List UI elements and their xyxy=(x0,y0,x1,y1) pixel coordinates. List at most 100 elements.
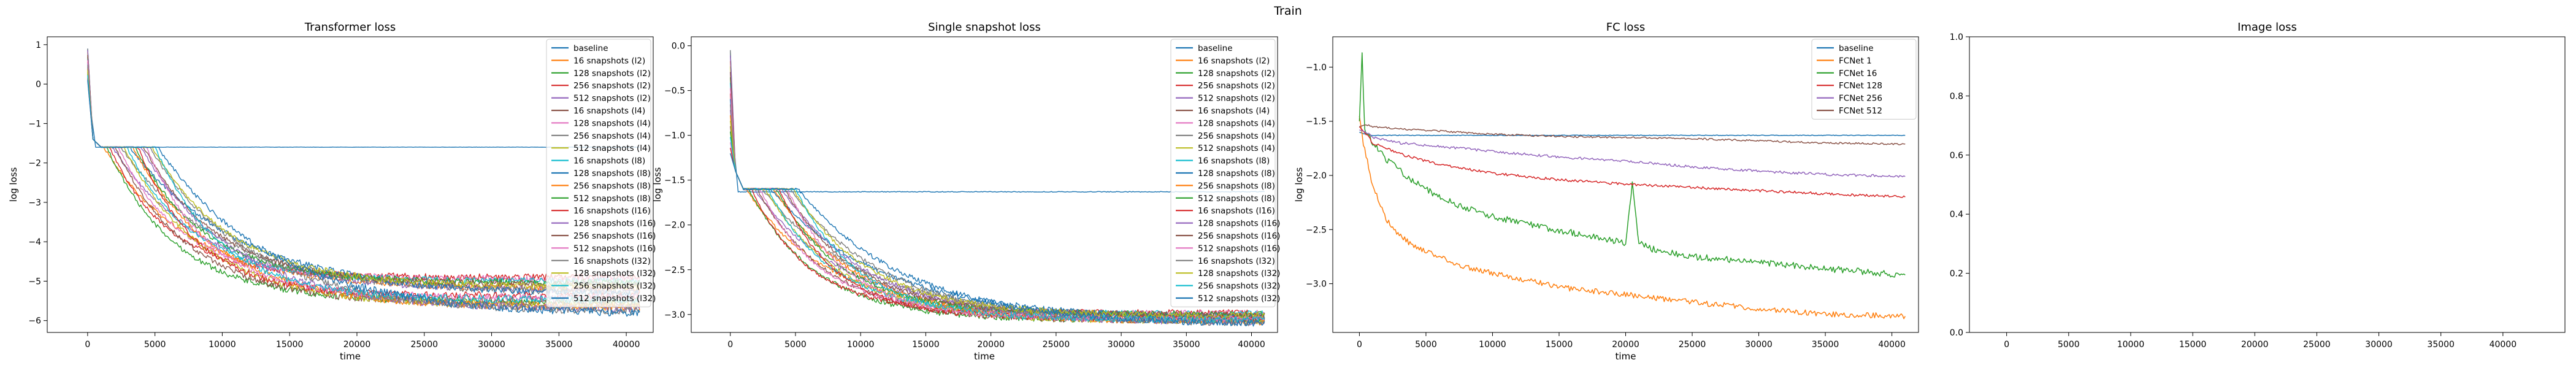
x-tick-label: 0 xyxy=(2004,340,2009,350)
legend-entry: 16 snapshots (l8) xyxy=(1198,156,1270,166)
series-line xyxy=(730,153,1265,327)
y-tick-label: 0.0 xyxy=(672,42,685,52)
y-tick-label: −3.0 xyxy=(664,310,685,320)
legend-entry: 16 snapshots (l16) xyxy=(1198,206,1275,216)
x-tick-label: 40000 xyxy=(2490,340,2517,350)
y-tick-label: −2.5 xyxy=(664,266,685,275)
legend-box xyxy=(546,39,651,307)
legend-entry: FCNet 512 xyxy=(1839,106,1882,116)
legend-entry: 128 snapshots (l4) xyxy=(1198,118,1275,128)
axes-frame xyxy=(1969,36,2566,333)
x-tick-label: 10000 xyxy=(847,340,875,350)
legend-entry: 512 snapshots (l4) xyxy=(1198,144,1275,153)
y-tick-label: −0.5 xyxy=(664,86,685,96)
legend-entry: 128 snapshots (l32) xyxy=(573,269,656,278)
legend-entry: 256 snapshots (l32) xyxy=(573,282,656,291)
legend-entry: 16 snapshots (l32) xyxy=(573,256,651,266)
legend-entry: 256 snapshots (l2) xyxy=(1198,81,1275,91)
x-tick-label: 5000 xyxy=(1415,340,1437,350)
series-line xyxy=(1359,115,1906,320)
legend: baseline 16 snapshots (l2) 128 snapshots (… xyxy=(1170,39,1280,307)
x-tick-label: 15000 xyxy=(1546,340,1573,350)
legend-entry: 512 snapshots (l32) xyxy=(1198,294,1280,304)
subplot-4: 0 5000 10000 15000 20000 25000 30000 35000 40000… xyxy=(1950,21,2566,350)
legend-entry: 512 snapshots (l16) xyxy=(1198,243,1280,253)
legend-entry: 16 snapshots (l32) xyxy=(1198,256,1275,266)
subplot-1: 0 5000 10000 15000 20000 25000 30000 35000 40000… xyxy=(8,21,656,362)
series-line xyxy=(1359,131,1906,136)
y-tick-label: −6 xyxy=(28,316,41,326)
legend-entry: 128 snapshots (l8) xyxy=(573,169,651,178)
legend-entry: 512 snapshots (l2) xyxy=(1198,94,1275,104)
x-tick-label: 20000 xyxy=(977,340,1005,350)
legend-entry: 128 snapshots (l8) xyxy=(1198,169,1275,178)
legend: baseline 16 snapshots (l2) 128 snapshots (… xyxy=(546,39,656,307)
x-tick-label: 15000 xyxy=(276,340,304,350)
y-tick-label: 0.6 xyxy=(1950,151,1963,161)
legend-entry: FCNet 1 xyxy=(1839,56,1872,66)
y-tick-label: 0.4 xyxy=(1950,210,1963,220)
x-tick-label: 25000 xyxy=(2303,340,2331,350)
legend-entry: 512 snapshots (l8) xyxy=(1198,194,1275,204)
subplot-3: 0 5000 10000 15000 20000 25000 30000 35000 40000… xyxy=(1294,21,1919,362)
legend-entry: FCNet 16 xyxy=(1839,69,1877,79)
y-tick-label: −3.0 xyxy=(1306,280,1327,289)
x-tick-label: 15000 xyxy=(2179,340,2207,350)
legend-entry: 512 snapshots (l2) xyxy=(573,94,651,104)
y-tick-label: −2.5 xyxy=(1306,225,1327,235)
x-tick-label: 20000 xyxy=(343,340,371,350)
subplot-2: 0 5000 10000 15000 20000 25000 30000 35000 40000… xyxy=(652,21,1280,362)
legend-entry: 256 snapshots (l2) xyxy=(573,81,651,91)
x-tick-label: 35000 xyxy=(1173,340,1200,350)
x-tick-label: 35000 xyxy=(1812,340,1839,350)
y-tick-label: 0.0 xyxy=(1950,328,1963,338)
x-tick-label: 40000 xyxy=(1238,340,1265,350)
x-axis-label: time xyxy=(974,351,995,362)
x-tick-label: 25000 xyxy=(1679,340,1706,350)
y-tick-label: −5 xyxy=(28,277,41,286)
x-tick-label: 5000 xyxy=(2058,340,2080,350)
series-line xyxy=(87,50,640,313)
x-tick-label: 30000 xyxy=(2365,340,2393,350)
x-tick-label: 40000 xyxy=(1878,340,1906,350)
x-tick-label: 0 xyxy=(727,340,733,350)
legend-entry: 16 snapshots (l8) xyxy=(573,156,645,166)
x-tick-label: 15000 xyxy=(912,340,940,350)
y-tick-label: −4 xyxy=(28,237,41,247)
series-line xyxy=(730,88,1265,323)
y-tick-label: 0.2 xyxy=(1950,269,1963,279)
legend-entry: FCNet 256 xyxy=(1839,94,1882,104)
series-line xyxy=(1359,126,1906,198)
subplot-title: Single snapshot loss xyxy=(928,21,1041,34)
x-tick-label: 30000 xyxy=(1108,340,1135,350)
y-tick-label: 1.0 xyxy=(1950,33,1963,42)
legend-entry: FCNet 128 xyxy=(1839,81,1882,91)
legend-entry: 128 snapshots (l4) xyxy=(573,118,651,128)
x-tick-label: 30000 xyxy=(478,340,505,350)
axes-frame xyxy=(47,36,654,333)
axes-frame xyxy=(691,36,1278,333)
legend-entry: baseline xyxy=(1198,44,1233,53)
y-tick-label: −2.0 xyxy=(664,221,685,231)
x-tick-label: 10000 xyxy=(1479,340,1506,350)
y-tick-label: −1.5 xyxy=(1306,117,1327,127)
x-tick-label: 40000 xyxy=(613,340,640,350)
legend-entry: 256 snapshots (l8) xyxy=(573,181,651,191)
y-tick-label: −1 xyxy=(28,119,41,129)
x-tick-label: 20000 xyxy=(1612,340,1639,350)
x-tick-label: 5000 xyxy=(784,340,807,350)
legend-entry: 16 snapshots (l4) xyxy=(573,106,645,116)
series-line xyxy=(730,104,1265,326)
x-tick-label: 30000 xyxy=(1745,340,1773,350)
legend-entry: 256 snapshots (l8) xyxy=(1198,181,1275,191)
legend-entry: 512 snapshots (l8) xyxy=(573,194,651,204)
legend-box xyxy=(1170,39,1276,307)
legend-entry: 256 snapshots (l16) xyxy=(1198,231,1280,241)
x-axis-label: time xyxy=(1616,351,1636,362)
plot-area xyxy=(1359,52,1906,320)
legend-entry: 128 snapshots (l16) xyxy=(573,219,656,229)
legend-entry: 16 snapshots (l4) xyxy=(1198,106,1270,116)
y-tick-label: −1.5 xyxy=(664,176,685,186)
legend-entry: 512 snapshots (l32) xyxy=(573,294,656,304)
legend-entry: 16 snapshots (l2) xyxy=(1198,56,1270,66)
